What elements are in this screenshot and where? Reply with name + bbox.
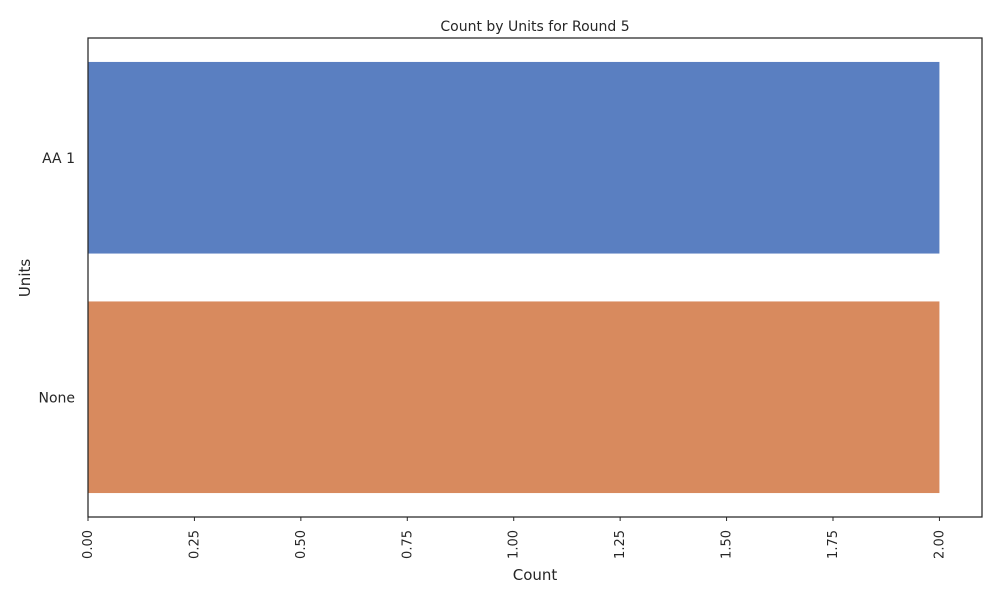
x-tick-label: 1.00: [507, 530, 522, 559]
y-tick-label: None: [38, 390, 75, 406]
x-axis-label: Count: [513, 566, 558, 584]
x-tick-label: 0.50: [294, 530, 309, 559]
x-ticks: 0.00 0.25 0.50 0.75 1.00 1.25 1.50 1.75 2.00: [81, 517, 947, 559]
x-tick-label: 0.75: [400, 530, 415, 559]
x-tick-label: 1.50: [720, 530, 735, 559]
x-tick-label: 0.25: [187, 530, 202, 559]
x-tick-label: 2.00: [932, 530, 947, 559]
y-tick-label: AA 1: [42, 151, 75, 167]
bar-none: [88, 301, 940, 494]
x-tick-label: 1.25: [613, 530, 628, 559]
x-tick-label: 0.00: [81, 530, 96, 559]
x-tick-label: 1.75: [826, 530, 841, 559]
plot-frame: [87, 37, 983, 518]
bars-group: [88, 61, 940, 494]
y-tick-labels: AA 1 None: [38, 151, 75, 407]
y-axis-label: Units: [16, 259, 34, 298]
bar-aa-1: [88, 61, 940, 254]
chart-title: Count by Units for Round 5: [440, 19, 629, 35]
